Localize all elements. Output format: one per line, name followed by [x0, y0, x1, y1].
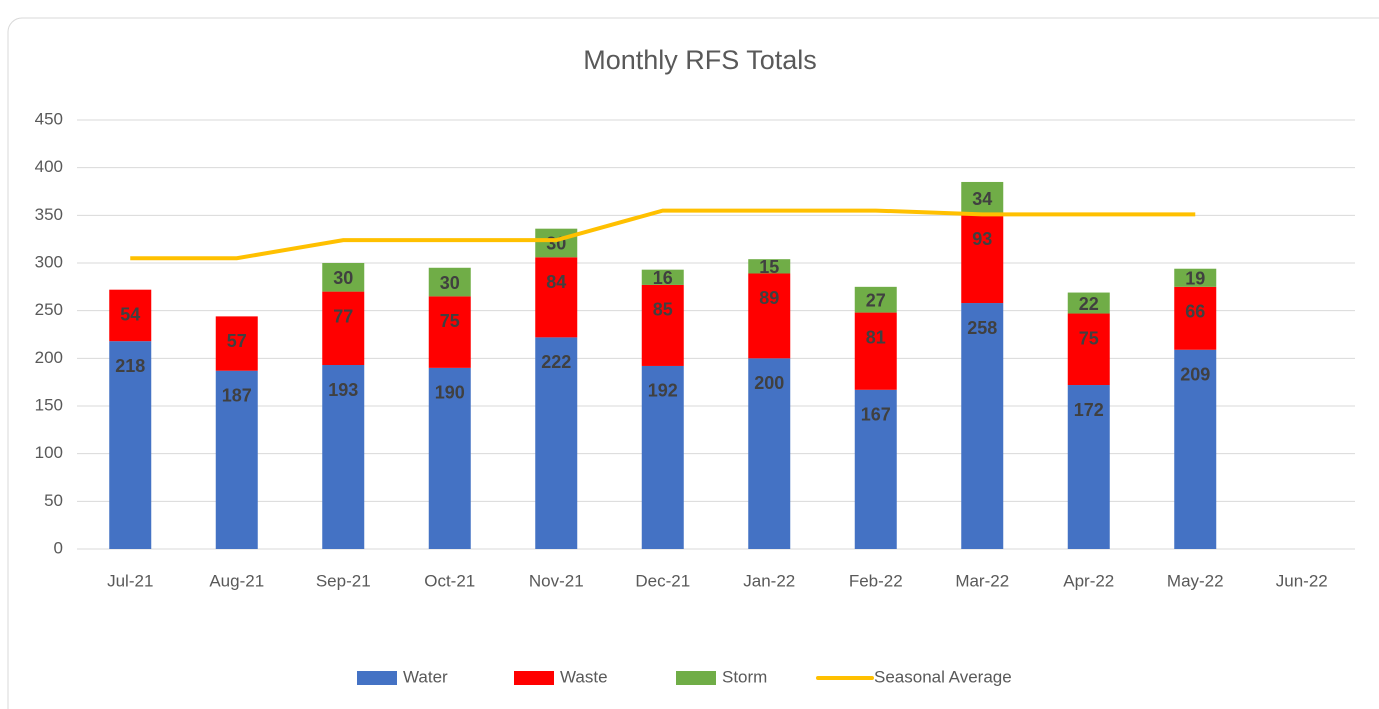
- bar-segment: [215, 370, 258, 549]
- data-label: 193: [328, 380, 358, 400]
- y-tick-label: 450: [35, 109, 63, 128]
- data-label: 192: [648, 381, 678, 401]
- bar-segment: [322, 263, 365, 292]
- data-label: 200: [754, 373, 784, 393]
- legend-label: Waste: [560, 667, 608, 686]
- data-label: 75: [440, 311, 460, 331]
- bar-segment: [961, 181, 1004, 215]
- data-label: 93: [972, 229, 992, 249]
- x-tick-label: Jan-22: [743, 571, 795, 590]
- data-label: 218: [115, 356, 145, 376]
- x-tick-label: Apr-22: [1063, 571, 1114, 590]
- line-series: [130, 208, 1196, 261]
- data-label: 16: [653, 268, 673, 288]
- bar-segment: [854, 389, 897, 549]
- x-tick-label: Mar-22: [955, 571, 1009, 590]
- x-tick-label: Oct-21: [424, 571, 475, 590]
- bar-segment: [109, 289, 152, 342]
- bar-segment: [535, 228, 578, 258]
- legend-swatch: [514, 671, 554, 685]
- data-label: 85: [653, 300, 673, 320]
- bar-segment: [322, 365, 365, 549]
- legend-label: Water: [403, 667, 448, 686]
- bar-segment: [109, 341, 152, 549]
- x-tick-label: Jun-22: [1276, 571, 1328, 590]
- x-tick-label: Sep-21: [316, 571, 371, 590]
- y-tick-label: 0: [54, 538, 63, 557]
- data-label: 172: [1074, 400, 1104, 420]
- x-tick-label: Jul-21: [107, 571, 153, 590]
- bar-segment: [1174, 349, 1217, 549]
- bar-segment: [428, 267, 471, 297]
- data-label: 209: [1180, 365, 1210, 385]
- bar-segment: [535, 257, 578, 338]
- x-tick-label: Feb-22: [849, 571, 903, 590]
- data-label: 75: [1079, 328, 1099, 348]
- x-tick-label: Dec-21: [635, 571, 690, 590]
- data-label: 187: [222, 385, 252, 405]
- data-label: 66: [1185, 302, 1205, 322]
- data-label: 34: [972, 189, 992, 209]
- data-label: 84: [546, 272, 566, 292]
- legend-swatch: [357, 671, 397, 685]
- data-label: 258: [967, 318, 997, 338]
- legend-label: Storm: [722, 667, 767, 686]
- legend-label: Seasonal Average: [874, 667, 1012, 686]
- bar-segment: [748, 273, 791, 359]
- data-label: 27: [866, 290, 886, 310]
- bar-segment: [322, 291, 365, 366]
- data-label: 57: [227, 331, 247, 351]
- y-tick-label: 350: [35, 205, 63, 224]
- bar-segment: [1067, 313, 1110, 386]
- x-tick-label: Aug-21: [209, 571, 264, 590]
- data-label: 19: [1185, 269, 1205, 289]
- bar-segment: [215, 316, 258, 371]
- chart-frame: [7, 17, 1379, 709]
- chart-title: Monthly RFS Totals: [583, 45, 817, 75]
- bar-segment: [1174, 286, 1217, 350]
- bar-segment: [1067, 385, 1110, 549]
- bar-segment: [854, 312, 897, 390]
- legend-swatch: [676, 671, 716, 685]
- data-label: 89: [759, 288, 779, 308]
- bar-segment: [748, 259, 791, 274]
- bar-segment: [641, 284, 684, 366]
- y-tick-label: 250: [35, 300, 63, 319]
- bar-segment: [641, 269, 684, 285]
- data-label: 222: [541, 352, 571, 372]
- y-tick-label: 150: [35, 395, 63, 414]
- y-tick-label: 300: [35, 252, 63, 271]
- bar-segment: [428, 296, 471, 368]
- y-tick-label: 50: [44, 491, 63, 510]
- bar-segment: [961, 214, 1004, 304]
- bar-segment: [748, 358, 791, 549]
- data-label: 30: [333, 268, 353, 288]
- bar-segment: [1174, 268, 1217, 287]
- y-tick-label: 200: [35, 348, 63, 367]
- y-tick-label: 100: [35, 443, 63, 462]
- x-tick-label: May-22: [1167, 571, 1224, 590]
- data-label: 190: [435, 383, 465, 403]
- data-label: 81: [866, 327, 886, 347]
- data-label: 77: [333, 306, 353, 326]
- bar-segment: [1067, 292, 1110, 314]
- bar-segment: [854, 286, 897, 313]
- bar-segment: [428, 367, 471, 549]
- bar-segment: [641, 365, 684, 549]
- data-label: 15: [759, 257, 779, 277]
- data-label: 54: [120, 304, 140, 324]
- bar-segment: [961, 303, 1004, 549]
- data-label: 22: [1079, 294, 1099, 314]
- y-tick-label: 400: [35, 157, 63, 176]
- x-tick-label: Nov-21: [529, 571, 584, 590]
- data-label: 167: [861, 405, 891, 425]
- bar-segment: [535, 337, 578, 549]
- data-label: 30: [440, 273, 460, 293]
